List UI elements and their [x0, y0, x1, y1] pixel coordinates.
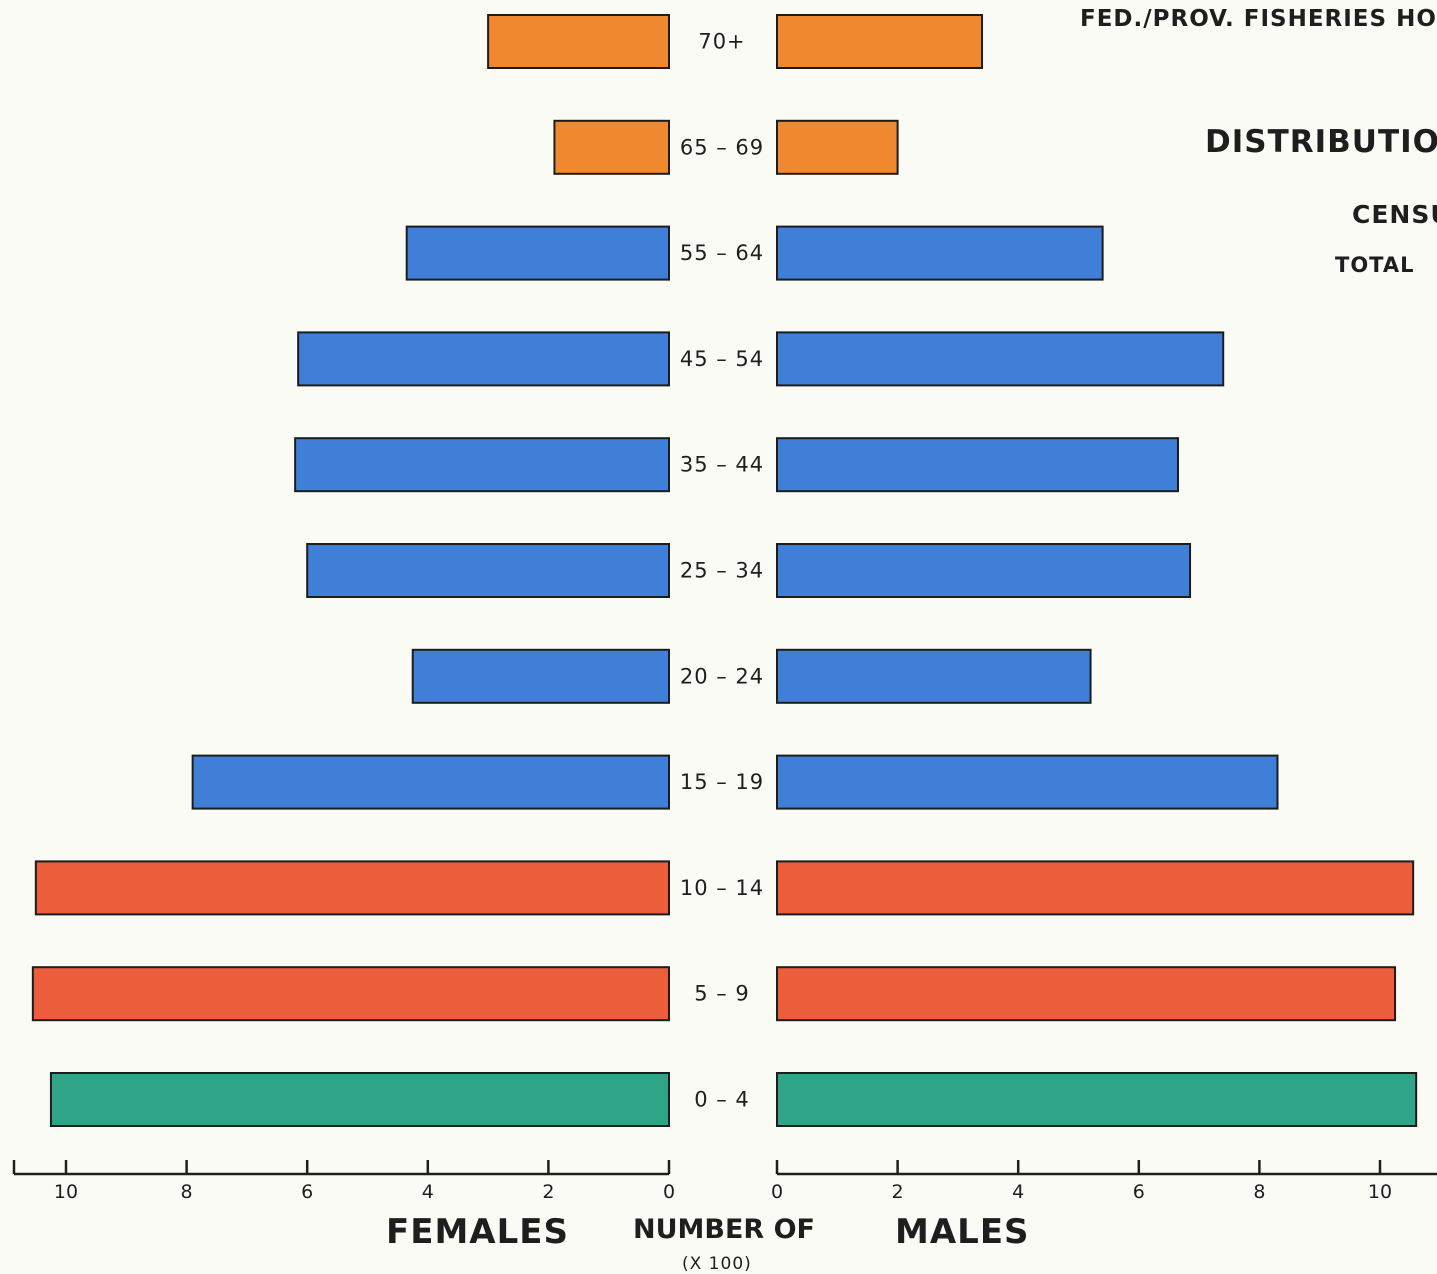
female-bar [34, 860, 671, 916]
female-tick-label: 0 [663, 1181, 675, 1203]
female-bar [411, 648, 670, 704]
male-bar [776, 966, 1397, 1022]
female-tick-label: 10 [54, 1181, 78, 1203]
age-group-label: 45 – 54 [680, 347, 764, 371]
male-bar [776, 437, 1179, 493]
female-bar [294, 437, 670, 493]
males-axis-label: MALES [895, 1212, 1030, 1252]
male-tick-label: 8 [1253, 1181, 1265, 1203]
female-bar [487, 14, 670, 69]
x-axes: 0 0 2 2 4 4 6 6 8 8 10 10 [12, 1160, 1437, 1203]
male-tick-label: 4 [1012, 1181, 1024, 1203]
header-census-subtitle: CENSU [1352, 200, 1437, 229]
age-group-label: 0 – 4 [694, 1088, 750, 1112]
male-bars [776, 14, 1418, 1127]
female-bar [31, 966, 670, 1022]
male-bar [776, 14, 984, 69]
female-bar [49, 1072, 671, 1127]
header-agency-title: FED./PROV. FISHERIES HO [1080, 6, 1437, 32]
female-bar [553, 119, 670, 175]
male-bar [776, 331, 1225, 387]
male-bar [776, 1072, 1418, 1127]
female-bar [306, 543, 670, 598]
male-bar [776, 543, 1192, 598]
age-group-label: 65 – 69 [680, 135, 764, 159]
male-bar [776, 648, 1092, 704]
male-bar [776, 754, 1279, 810]
male-bar [776, 119, 899, 175]
scale-note: (X 100) [682, 1254, 752, 1274]
female-bars [31, 14, 671, 1127]
females-axis-label: FEMALES [386, 1212, 569, 1252]
female-bar [405, 225, 670, 281]
header-total-subtitle: TOTAL [1335, 253, 1415, 277]
number-of-axis-label: NUMBER OF [633, 1214, 815, 1245]
male-tick-label: 2 [892, 1181, 904, 1203]
age-group-label: 5 – 9 [694, 982, 750, 1006]
age-group-label: 20 – 24 [680, 664, 764, 688]
age-group-label: 70+ [698, 30, 745, 54]
male-tick-label: 10 [1368, 1181, 1392, 1203]
female-tick-label: 6 [301, 1181, 313, 1203]
age-group-labels: 70+ 65 – 69 55 – 64 45 – 54 35 – 44 25 – 34 20… [680, 30, 764, 1112]
age-group-label: 10 – 14 [680, 876, 764, 900]
age-group-label: 25 – 34 [680, 559, 764, 583]
age-group-label: 55 – 64 [680, 241, 764, 265]
female-tick-label: 2 [542, 1181, 554, 1203]
male-tick-label: 0 [771, 1181, 783, 1203]
age-group-label: 35 – 44 [680, 453, 764, 477]
female-tick-label: 4 [422, 1181, 434, 1203]
female-tick-label: 8 [181, 1181, 193, 1203]
male-bar [776, 860, 1415, 916]
male-bar [776, 225, 1104, 281]
male-tick-label: 6 [1133, 1181, 1145, 1203]
age-group-label: 15 – 19 [680, 770, 764, 794]
female-bar [297, 331, 670, 387]
header-distribution-title: DISTRIBUTION [1205, 124, 1437, 160]
female-bar [191, 754, 670, 810]
